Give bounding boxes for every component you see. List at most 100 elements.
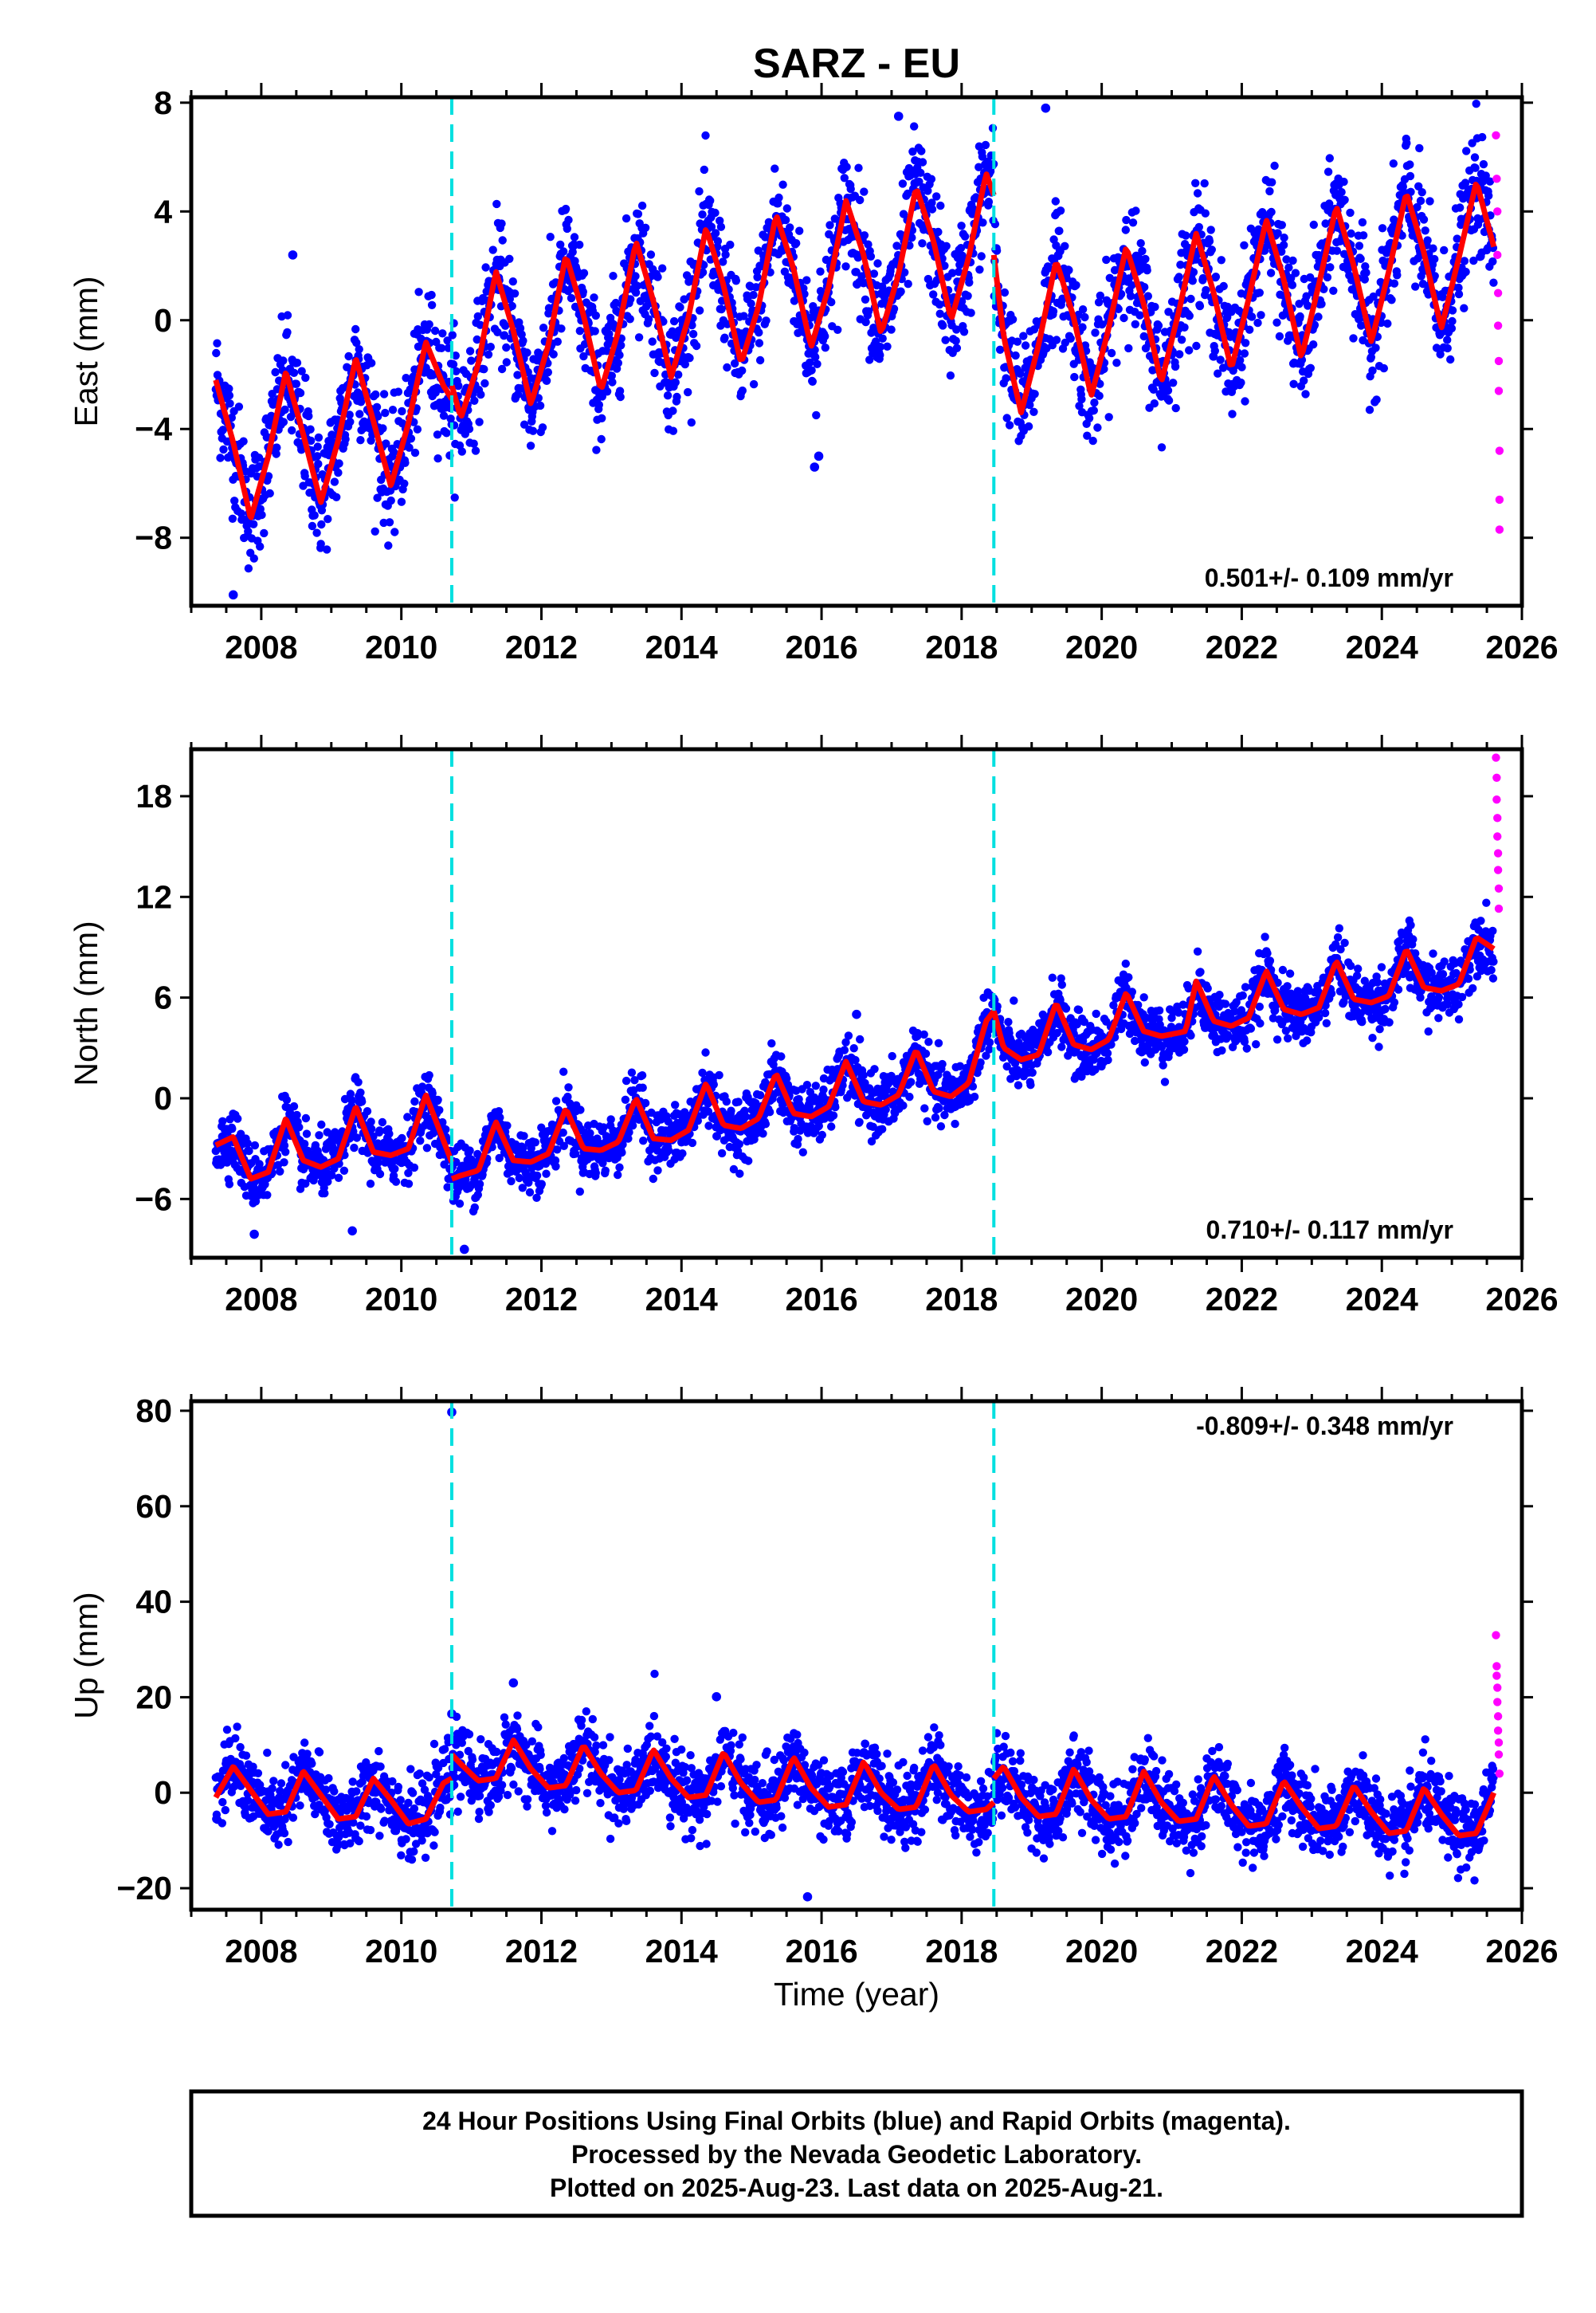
final-orbit-point [1169,379,1178,387]
final-orbit-point [542,1169,551,1178]
final-orbit-point [475,1180,484,1188]
final-orbit-point [1163,386,1173,395]
final-orbit-point [475,418,484,426]
final-orbit-point [233,1114,242,1123]
final-orbit-point [1323,273,1332,282]
final-orbit-point [1288,256,1297,265]
final-orbit-point [934,1039,943,1048]
final-orbit-point [908,234,916,242]
final-orbit-point [1140,283,1149,292]
final-orbit-point [448,331,457,340]
final-orbit-point [1124,973,1133,982]
final-orbit-point [844,1031,853,1040]
final-orbit-point [230,497,239,505]
final-orbit-point [559,1141,568,1151]
final-orbit-point [608,378,617,387]
final-orbit-point [841,262,850,271]
final-orbit-point [538,423,547,432]
final-orbit-point [1485,177,1495,186]
final-orbit-point [272,450,280,458]
final-orbit-point [254,454,264,462]
final-orbit-point [313,452,322,461]
final-orbit-point [1429,244,1437,253]
final-orbit-point [427,290,436,300]
final-orbit-point [1340,195,1349,204]
x-tick-label: 2024 [1346,629,1418,666]
final-orbit-point [576,1105,585,1114]
final-orbit-point [273,443,281,452]
final-orbit-point [384,541,393,550]
final-orbit-point [887,1071,896,1081]
final-orbit-point [374,412,382,421]
final-orbit-point [606,1115,615,1124]
final-orbit-point [878,282,887,291]
final-orbit-point [814,1121,823,1130]
final-orbit-point [271,367,280,377]
final-orbit-point [867,1137,876,1146]
final-orbit-point [649,1174,657,1184]
final-orbit-point [591,1168,600,1178]
final-orbit-point [739,312,748,320]
final-orbit-point [1253,318,1262,328]
final-orbit-point [1205,237,1214,245]
final-orbit-point [1150,399,1159,408]
final-orbit-point [825,221,834,230]
final-orbit-point [876,343,885,351]
final-orbit-point [385,1137,394,1146]
final-orbit-point [1258,208,1267,217]
final-orbit-point [1045,264,1053,273]
final-orbit-point [1371,344,1380,352]
final-orbit-point [578,287,587,296]
final-orbit-point [741,1112,750,1121]
final-orbit-point [755,1090,765,1100]
final-orbit-point [856,195,865,205]
final-orbit-point [1302,292,1311,300]
final-orbit-point [747,299,755,308]
final-orbit-point [1026,1081,1035,1090]
final-orbit-point [1005,421,1014,430]
final-orbit-point [1004,1018,1013,1027]
final-orbit-point [941,336,950,344]
model-curve-segment [449,171,997,419]
x-tick-label: 2016 [785,629,857,666]
final-orbit-point [976,1058,985,1067]
final-orbit-point [510,289,520,298]
final-orbit-point [1078,323,1087,332]
final-orbit-point [1406,160,1414,169]
outlier-point [893,112,904,121]
final-orbit-point [653,273,662,281]
final-orbit-point [951,1119,959,1129]
final-orbit-point [1289,379,1298,388]
final-orbit-point [1266,269,1276,277]
final-orbit-point [1237,363,1246,371]
final-orbit-point [628,1121,637,1130]
final-orbit-point [769,1060,778,1069]
final-orbit-point [938,1059,947,1069]
final-orbit-point [398,1133,406,1143]
final-orbit-point [302,1129,312,1138]
final-orbit-point [427,300,437,309]
final-orbit-point [1030,390,1039,399]
final-orbit-point [1245,325,1254,334]
final-orbit-point [1406,171,1415,181]
final-orbit-point [265,489,274,498]
final-orbit-point [602,347,611,355]
final-orbit-point [513,371,522,379]
final-orbit-point [1185,346,1194,355]
final-orbit-point [465,425,474,434]
final-orbit-point [917,147,926,155]
final-orbit-point [1195,301,1205,311]
final-orbit-point [1019,332,1028,340]
final-orbit-point [1122,215,1131,225]
final-orbit-point [371,390,380,399]
final-orbit-point [688,1138,697,1148]
final-orbit-point [500,331,509,340]
final-orbit-point [1080,1017,1089,1027]
final-orbit-point [350,1143,359,1153]
final-orbit-point [244,527,253,536]
final-orbit-point [375,1169,385,1179]
final-orbit-point [968,204,978,213]
final-orbit-point [716,222,726,231]
final-orbit-point [341,434,350,444]
final-orbit-point [1461,267,1470,277]
